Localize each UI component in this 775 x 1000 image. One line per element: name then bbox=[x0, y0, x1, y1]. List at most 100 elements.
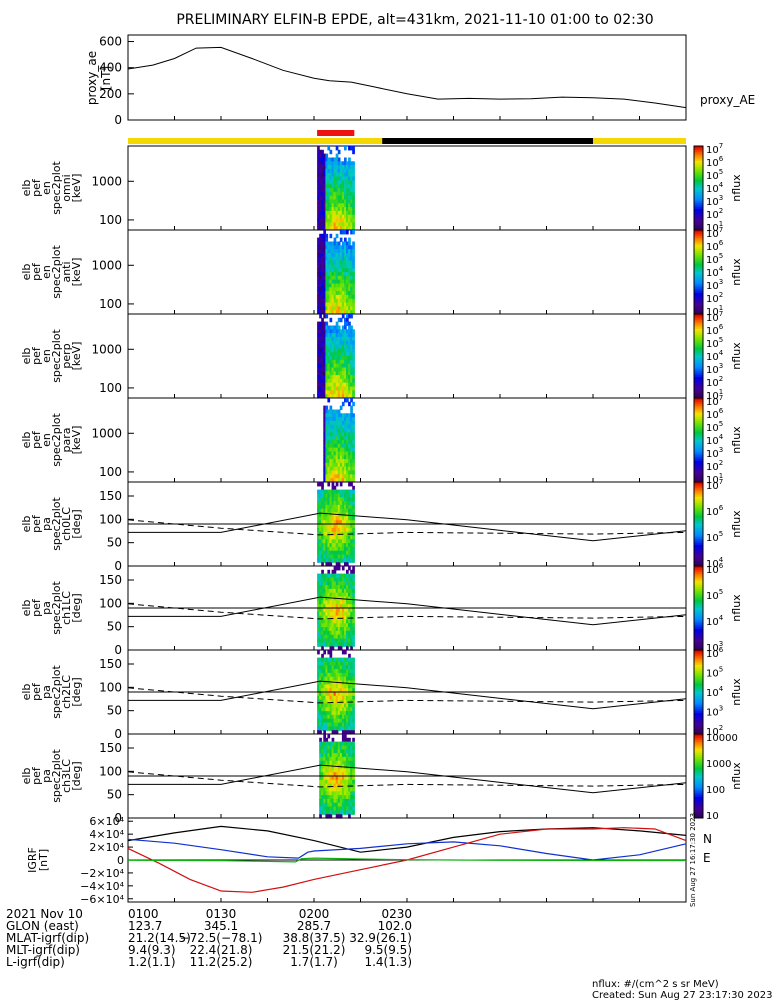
spectrogram-cell bbox=[331, 707, 335, 712]
spectrogram-cell bbox=[339, 756, 343, 762]
spectrogram-cell bbox=[346, 608, 349, 613]
footer-value: 9.5(9.5) bbox=[364, 943, 412, 957]
spectrogram-cell bbox=[327, 669, 331, 674]
spectrogram-cell bbox=[333, 157, 337, 162]
spectrogram-cell bbox=[339, 165, 343, 170]
spectrogram-cell bbox=[350, 764, 353, 769]
spectrogram-cell bbox=[321, 378, 324, 384]
proxy-ae-ytick-label: 200 bbox=[99, 87, 122, 101]
spectrogram-cell bbox=[327, 504, 331, 510]
spectrogram-cell bbox=[348, 176, 351, 181]
spectrogram-cell bbox=[350, 749, 353, 754]
spectrogram-cell bbox=[341, 787, 345, 792]
spectrogram-cell bbox=[344, 760, 347, 766]
spectrogram-cell bbox=[352, 776, 355, 781]
spectrogram-cell bbox=[344, 753, 347, 758]
spectrogram-cell bbox=[331, 585, 335, 590]
spectrogram-cell bbox=[317, 730, 320, 735]
spectrogram-cell bbox=[346, 413, 349, 418]
spectrogram-cell bbox=[321, 352, 324, 357]
colorbar-step bbox=[694, 803, 703, 806]
spectrogram-cell bbox=[327, 359, 331, 365]
spectrogram-cell bbox=[331, 226, 335, 231]
spectrogram-cell bbox=[333, 497, 337, 502]
spectrogram-cell bbox=[331, 409, 335, 414]
spectrogram-cell bbox=[341, 443, 345, 449]
spectrogram-cell bbox=[350, 718, 353, 724]
spectrogram-cell bbox=[344, 447, 347, 452]
spectrogram-cell bbox=[337, 161, 341, 166]
spectrogram-cell bbox=[335, 627, 339, 632]
spectrogram-cell bbox=[317, 180, 320, 185]
spectrogram-cell bbox=[350, 462, 353, 468]
spectrogram-cell bbox=[333, 604, 337, 609]
spectrogram-cell bbox=[339, 348, 343, 353]
colorbar-step bbox=[694, 790, 703, 794]
spectrogram-cell bbox=[352, 615, 355, 620]
spectrogram-cell bbox=[352, 703, 355, 708]
spectrogram-cell bbox=[348, 482, 351, 487]
spectrogram-cell bbox=[329, 336, 333, 342]
spectrogram-cell bbox=[317, 359, 320, 365]
spectrogram-cell bbox=[327, 394, 331, 399]
spectrogram-cell bbox=[331, 440, 335, 445]
colorbar-step bbox=[694, 513, 703, 517]
spectrogram-cell bbox=[337, 566, 341, 571]
spectrogram-cell bbox=[339, 592, 343, 598]
spectrogram-cell bbox=[341, 440, 345, 445]
spectrogram-cell bbox=[337, 333, 341, 338]
spectrogram-cell bbox=[317, 279, 320, 284]
spectrogram-cell bbox=[325, 420, 329, 426]
spectrogram-cell bbox=[335, 798, 339, 804]
spectrogram-cell bbox=[327, 207, 331, 212]
spectrogram-cell bbox=[337, 676, 341, 682]
colorbar-step bbox=[694, 154, 703, 157]
spectrogram-cell bbox=[329, 688, 333, 693]
spectrogram-cell bbox=[325, 321, 329, 326]
spectrogram-cell bbox=[335, 718, 339, 724]
spectrogram-cell bbox=[317, 718, 320, 724]
spectrogram-cell bbox=[352, 188, 355, 193]
spectrogram-cell bbox=[348, 252, 351, 258]
spectrogram-cell bbox=[341, 207, 345, 212]
spectrogram-cell bbox=[346, 287, 349, 292]
spectrogram-cell bbox=[350, 272, 353, 277]
spectrogram-cell bbox=[325, 596, 329, 601]
spectrogram-cell bbox=[331, 390, 335, 395]
spectrogram-cell bbox=[352, 741, 355, 746]
spectrogram-cell bbox=[344, 306, 347, 311]
spectrogram-cell bbox=[321, 256, 324, 262]
spectrogram-cell bbox=[348, 802, 351, 808]
colorbar-step bbox=[694, 164, 703, 168]
spectrogram-cell bbox=[352, 489, 355, 494]
spectrogram-cell bbox=[331, 798, 335, 804]
spectrogram-cell bbox=[341, 734, 345, 739]
spectrogram-cell bbox=[331, 646, 335, 651]
spectrogram-cell bbox=[337, 630, 341, 636]
spectrogram-cell bbox=[350, 199, 353, 204]
spectrogram-cell bbox=[325, 768, 329, 773]
spectrogram-cell bbox=[323, 665, 326, 670]
spectrogram-cell bbox=[317, 161, 320, 166]
spectrogram-cell bbox=[325, 592, 329, 598]
spectrogram-cell bbox=[352, 149, 355, 155]
spectrogram-cell bbox=[319, 665, 322, 670]
spectrogram-cell bbox=[331, 806, 335, 811]
spectrogram-cells-para bbox=[323, 398, 355, 483]
spectrogram-cell bbox=[346, 172, 349, 178]
spectrogram-cell bbox=[319, 592, 322, 598]
spectrogram-cell bbox=[352, 661, 355, 666]
colorbar-step bbox=[694, 677, 703, 680]
spectrogram-cell bbox=[352, 611, 355, 617]
spectrogram-cell bbox=[331, 157, 335, 162]
spectrogram-cell bbox=[321, 756, 324, 762]
spectrogram-cell bbox=[323, 497, 326, 502]
spectrogram-cell bbox=[341, 195, 345, 200]
spectrogram-cell bbox=[321, 779, 324, 785]
spectrogram-cell bbox=[323, 161, 326, 166]
colorbar-step bbox=[694, 356, 703, 359]
colorbar-step bbox=[694, 605, 703, 609]
spectrogram-cell bbox=[321, 333, 324, 338]
spectrogram-cell bbox=[344, 703, 347, 708]
